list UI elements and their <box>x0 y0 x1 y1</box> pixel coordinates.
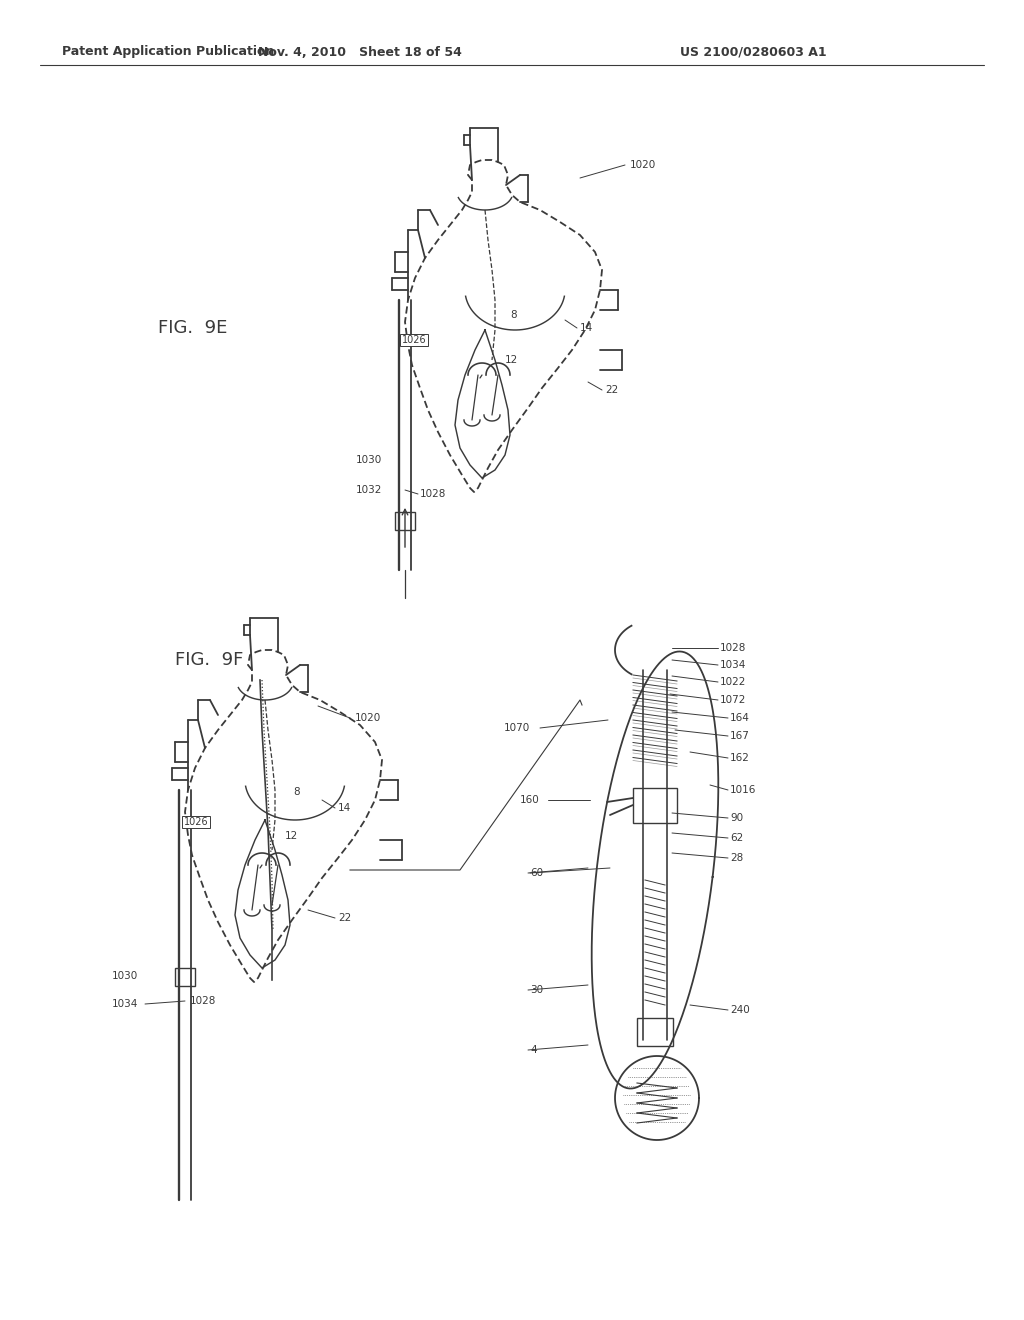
Text: US 2100/0280603 A1: US 2100/0280603 A1 <box>680 45 826 58</box>
Text: 167: 167 <box>730 731 750 741</box>
Text: 1070: 1070 <box>504 723 530 733</box>
Text: 1030: 1030 <box>112 972 138 981</box>
Text: 28: 28 <box>730 853 743 863</box>
Text: 14: 14 <box>338 803 351 813</box>
Text: Nov. 4, 2010   Sheet 18 of 54: Nov. 4, 2010 Sheet 18 of 54 <box>258 45 462 58</box>
Text: FIG.  9E: FIG. 9E <box>158 319 227 337</box>
Text: 240: 240 <box>730 1005 750 1015</box>
Text: 160: 160 <box>520 795 540 805</box>
Text: 1072: 1072 <box>720 696 746 705</box>
Text: 60: 60 <box>530 869 543 878</box>
Text: 164: 164 <box>730 713 750 723</box>
Text: 162: 162 <box>730 752 750 763</box>
Text: 30: 30 <box>530 985 543 995</box>
Text: 1028: 1028 <box>720 643 746 653</box>
Text: 1022: 1022 <box>720 677 746 686</box>
Text: 1020: 1020 <box>355 713 381 723</box>
Text: 1030: 1030 <box>356 455 382 465</box>
Text: 90: 90 <box>730 813 743 822</box>
Text: 4: 4 <box>530 1045 537 1055</box>
Text: 1034: 1034 <box>112 999 138 1008</box>
Text: 12: 12 <box>285 832 298 841</box>
Text: 8: 8 <box>510 310 517 319</box>
Text: 1032: 1032 <box>356 484 382 495</box>
Text: 8: 8 <box>293 787 300 797</box>
FancyBboxPatch shape <box>175 968 195 986</box>
Text: 62: 62 <box>730 833 743 843</box>
Text: 1026: 1026 <box>401 335 426 345</box>
Text: 1028: 1028 <box>190 997 216 1006</box>
Text: 1034: 1034 <box>720 660 746 671</box>
Text: 22: 22 <box>338 913 351 923</box>
Text: 1026: 1026 <box>183 817 208 828</box>
FancyBboxPatch shape <box>395 512 415 531</box>
Text: 1028: 1028 <box>420 488 446 499</box>
Text: 1020: 1020 <box>630 160 656 170</box>
Text: FIG.  9F: FIG. 9F <box>175 651 244 669</box>
Text: 12: 12 <box>505 355 518 366</box>
Text: 14: 14 <box>580 323 593 333</box>
Text: 1016: 1016 <box>730 785 757 795</box>
Text: 22: 22 <box>605 385 618 395</box>
Text: Patent Application Publication: Patent Application Publication <box>62 45 274 58</box>
